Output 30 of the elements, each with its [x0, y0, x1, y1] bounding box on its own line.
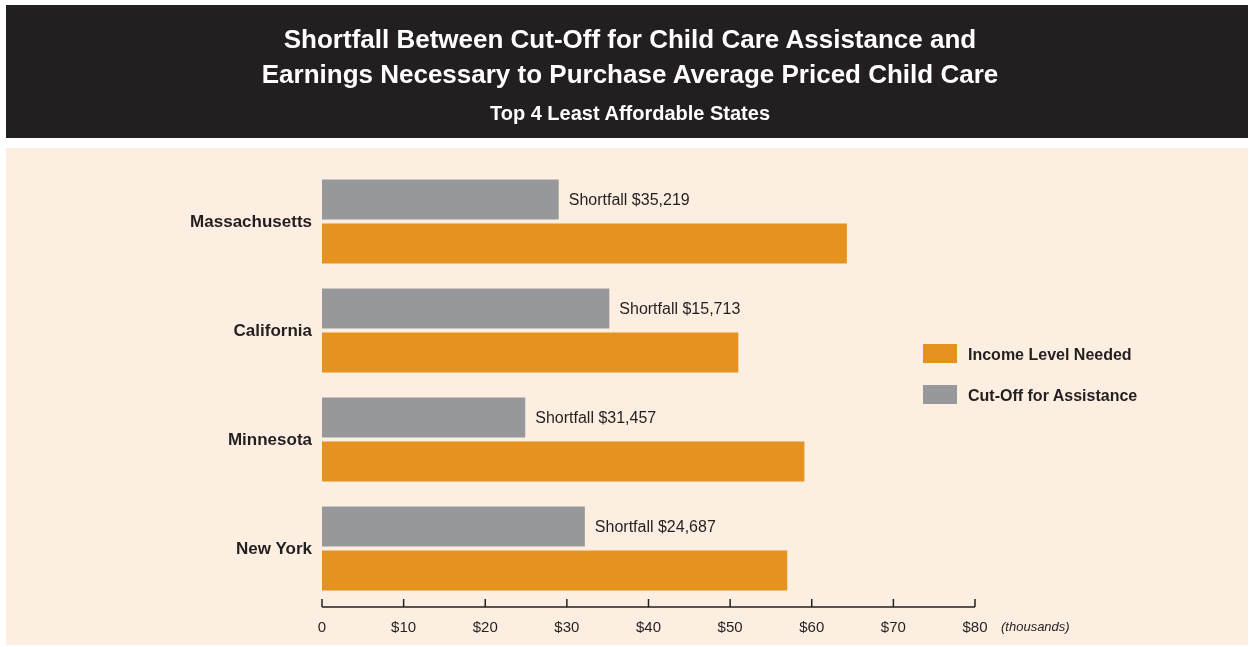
annotation: Shortfall $24,687	[594, 518, 716, 536]
x-tick-label: $40	[635, 618, 662, 635]
annotation: Shortfall $35,219	[568, 191, 690, 209]
y-tick-label: New York	[236, 539, 313, 559]
legend-label: Cut-Off for Assistance	[968, 386, 1138, 404]
y-tick-label: California	[233, 321, 313, 341]
x-tick-label: $70	[880, 618, 906, 635]
x-axis-title: (thousands)	[1001, 619, 1070, 634]
bar	[322, 288, 610, 329]
x-tick-label: $80	[962, 618, 988, 635]
bar	[322, 179, 559, 220]
bar	[322, 550, 788, 591]
x-tick-label: $60	[799, 618, 825, 635]
bar	[322, 223, 847, 264]
chart-title: Shortfall Between Cut-Off for Child Care Assistance and Earnings Necessary to Purchase Average Priced Child Care	[261, 24, 999, 89]
x-tick-label: $50	[717, 618, 743, 635]
x-tick-label: 0	[317, 618, 327, 635]
bar	[322, 506, 585, 547]
legend-label: Income Level Needed	[968, 345, 1132, 363]
x-tick-label: $10	[391, 618, 417, 635]
x-tick-label: $30	[554, 618, 580, 635]
bar	[322, 441, 805, 482]
chart-subtitle: Top 4 Least Affordable States	[489, 102, 771, 124]
annotation: Shortfall $31,457	[535, 409, 657, 427]
annotation: Shortfall $15,713	[619, 300, 741, 318]
bar	[322, 332, 739, 373]
y-tick-label: Minnesota	[227, 430, 313, 450]
bar	[322, 397, 526, 438]
y-tick-label: Massachusetts	[190, 212, 312, 232]
x-tick-label: $20	[472, 618, 498, 635]
